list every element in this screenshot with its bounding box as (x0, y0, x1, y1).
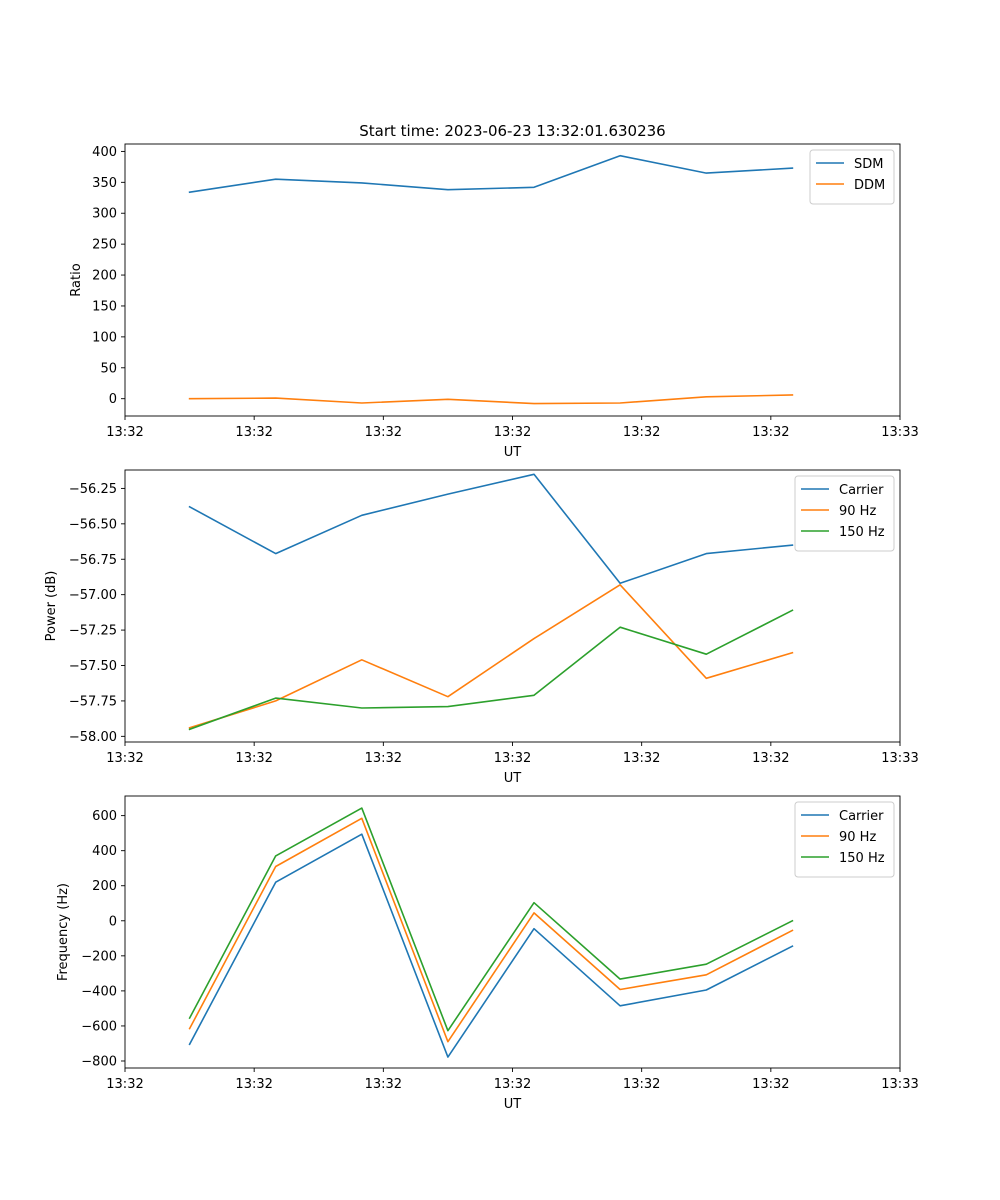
power-y-tick-label: −57.25 (69, 624, 117, 639)
power-x-tick-label: 13:32 (235, 751, 272, 766)
ratio-chart: 13:32 13:32 13:32 13:32 13:32 13:32 13:33 0 50 10… (69, 143, 919, 460)
power-y-tick-label: −58.00 (69, 730, 117, 745)
frequency-x-tick-label: 13:32 (365, 1077, 402, 1092)
power-x-tick-label: 13:32 (365, 751, 402, 766)
power-chart: 13:32 13:32 13:32 13:32 13:32 13:32 13:33 −58.0… (44, 469, 919, 786)
power-series-line-2 (188, 609, 794, 731)
frequency-x-axis-label: UT (504, 1097, 522, 1112)
frequency-y-axis-label: Frequency (Hz) (56, 883, 71, 981)
frequency-x-tick-label: 13:32 (106, 1077, 143, 1092)
power-legend-label-0: Carrier (839, 483, 884, 498)
power-legend: Carrier 90 Hz 150 Hz (794, 475, 895, 552)
frequency-y-tick-label: 400 (92, 844, 117, 859)
power-y-tick-label: −56.25 (69, 482, 117, 497)
frequency-x-tick-label: 13:32 (623, 1077, 660, 1092)
ratio-x-tick-label: 13:32 (365, 425, 402, 440)
frequency-y-tick-label: 600 (92, 809, 117, 824)
frequency-x-tick-label: 13:32 (494, 1077, 531, 1092)
power-y-tick-label: −56.75 (69, 553, 117, 568)
frequency-legend-label-0: Carrier (839, 809, 884, 824)
power-x-tick-label: 13:32 (623, 751, 660, 766)
frequency-y-tick-label: −200 (81, 949, 117, 964)
power-legend-label-2: 150 Hz (839, 525, 885, 540)
frequency-x-tick-label: 13:32 (235, 1077, 272, 1092)
ratio-x-tick-label: 13:32 (623, 425, 660, 440)
power-x-tick-label: 13:32 (752, 751, 789, 766)
ratio-y-tick-label: 200 (92, 269, 117, 284)
power-legend-label-1: 90 Hz (839, 504, 876, 519)
ratio-series-line-1 (188, 394, 794, 405)
frequency-series-line-2 (188, 807, 794, 1032)
frequency-x-tick-label: 13:33 (881, 1077, 918, 1092)
ratio-y-tick-label: 100 (92, 330, 117, 345)
frequency-legend: Carrier 90 Hz 150 Hz (794, 801, 895, 878)
frequency-series-line-0 (188, 833, 794, 1058)
power-y-tick-label: −57.00 (69, 588, 117, 603)
frequency-y-tick-label: 200 (92, 879, 117, 894)
frequency-x-tick-label: 13:32 (752, 1077, 789, 1092)
power-legend-box (794, 475, 895, 552)
ratio-y-axis-label: Ratio (69, 263, 84, 296)
power-series-line-1 (188, 583, 794, 729)
ratio-legend-label-1: DDM (854, 178, 885, 193)
ratio-series-line-0 (188, 154, 794, 194)
frequency-series-line-1 (188, 817, 794, 1043)
ratio-y-tick-label: 0 (109, 392, 117, 407)
ratio-y-tick-label: 50 (100, 361, 117, 376)
ratio-x-tick-label: 13:32 (752, 425, 789, 440)
frequency-y-tick-label: −800 (81, 1054, 117, 1069)
frequency-y-tick-label: 0 (109, 914, 117, 929)
frequency-y-tick-label: −400 (81, 984, 117, 999)
power-y-tick-label: −56.50 (69, 517, 117, 532)
frequency-y-tick-label: −600 (81, 1019, 117, 1034)
power-x-tick-label: 13:32 (494, 751, 531, 766)
power-y-tick-label: −57.75 (69, 694, 117, 709)
ratio-x-tick-label: 13:33 (881, 425, 918, 440)
power-y-axis-label: Power (dB) (44, 571, 59, 642)
power-series-line-0 (188, 473, 794, 585)
ratio-x-tick-label: 13:32 (235, 425, 272, 440)
chart-panels: 13:32 13:32 13:32 13:32 13:32 13:32 13:33 0 50 10… (44, 143, 919, 1112)
ratio-x-tick-label: 13:32 (494, 425, 531, 440)
figure-title: Start time: 2023-06-23 13:32:01.630236 (359, 122, 665, 140)
ratio-y-tick-label: 250 (92, 238, 117, 253)
ratio-y-tick-label: 400 (92, 145, 117, 160)
power-y-tick-label: −57.50 (69, 659, 117, 674)
power-x-tick-label: 13:33 (881, 751, 918, 766)
ratio-legend: SDM DDM (809, 149, 895, 205)
frequency-chart: 13:32 13:32 13:32 13:32 13:32 13:32 13:33 −800 −… (56, 795, 919, 1112)
power-axes-frame (124, 469, 901, 743)
frequency-legend-label-2: 150 Hz (839, 851, 885, 866)
ratio-legend-label-0: SDM (854, 157, 883, 172)
ratio-y-tick-label: 350 (92, 176, 117, 191)
power-x-axis-label: UT (504, 771, 522, 786)
ratio-x-axis-label: UT (504, 445, 522, 460)
ratio-x-tick-label: 13:32 (106, 425, 143, 440)
power-x-tick-label: 13:32 (106, 751, 143, 766)
ratio-y-tick-label: 300 (92, 207, 117, 222)
ratio-y-tick-label: 150 (92, 299, 117, 314)
frequency-legend-label-1: 90 Hz (839, 830, 876, 845)
frequency-legend-box (794, 801, 895, 878)
